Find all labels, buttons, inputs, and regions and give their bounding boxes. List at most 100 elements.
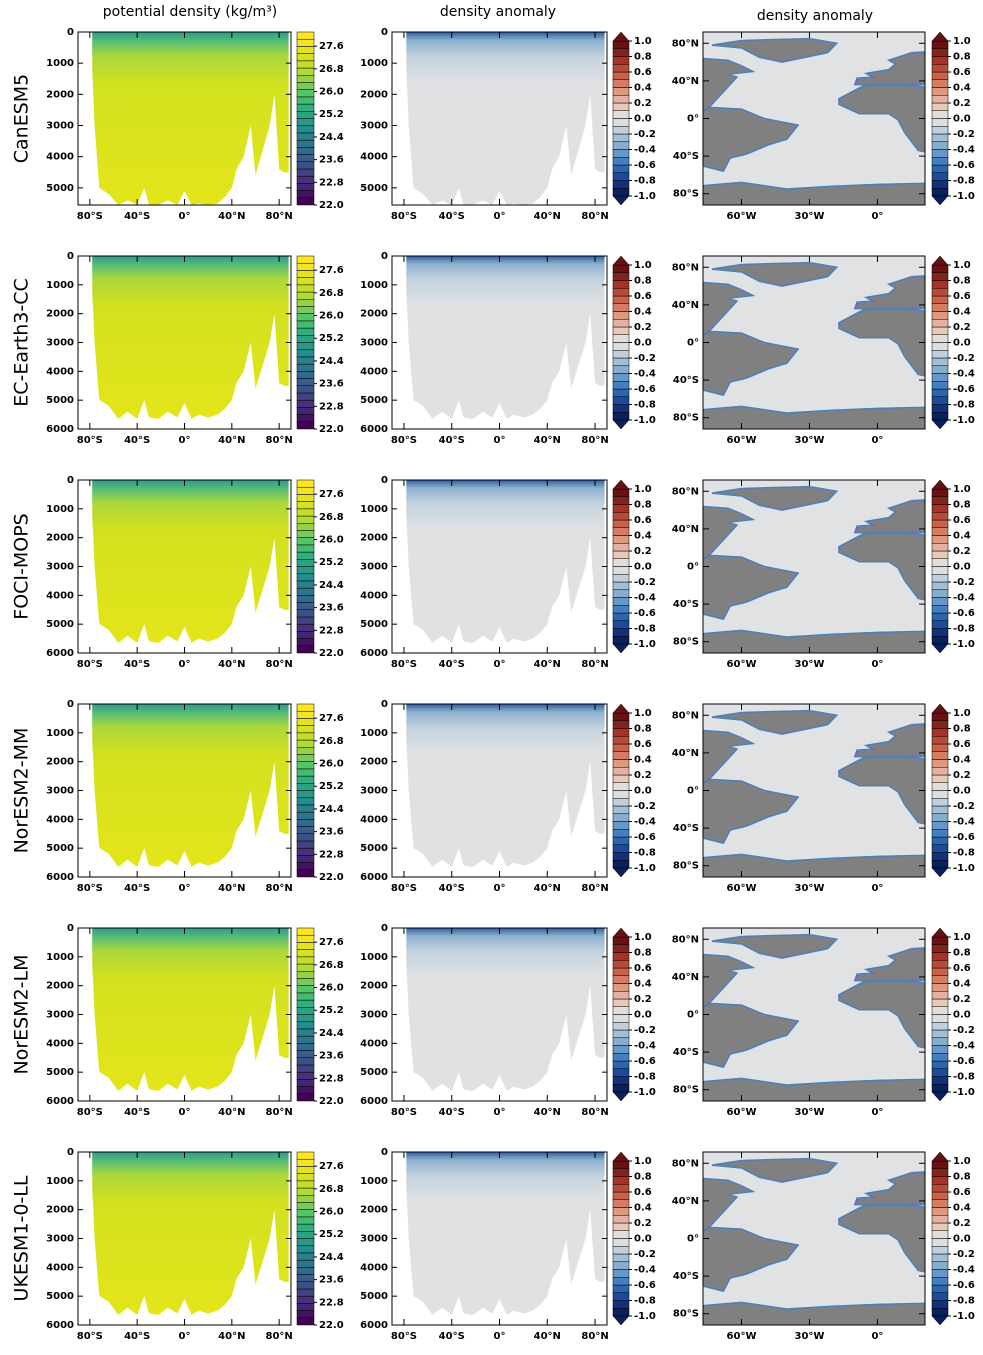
colorbar-label: 25.2 bbox=[319, 781, 344, 792]
x-tick-label: 40°N bbox=[218, 435, 245, 446]
colorbar-label: 0.4 bbox=[953, 83, 971, 94]
colorbar-cell bbox=[296, 725, 315, 734]
colorbar-cell bbox=[612, 102, 630, 111]
colorbar-label: 0.6 bbox=[634, 291, 652, 302]
y-tick-label: 6000 bbox=[46, 1096, 74, 1107]
colorbar-label: 24.4 bbox=[319, 356, 344, 367]
x-tick-label: 40°N bbox=[534, 435, 561, 446]
colorbar-cell bbox=[296, 53, 315, 62]
colorbar-label: -0.4 bbox=[634, 817, 656, 828]
colorbar-cell bbox=[296, 840, 315, 849]
colorbar-label: -1.0 bbox=[634, 1087, 656, 1098]
colorbar-cell bbox=[612, 1029, 630, 1038]
colorbar-cell bbox=[612, 1277, 630, 1286]
x-tick-label: 80°S bbox=[77, 211, 103, 222]
colorbar-cell bbox=[612, 357, 630, 366]
colorbar-cell bbox=[296, 1274, 315, 1282]
field bbox=[92, 256, 289, 419]
colorbar-cell bbox=[931, 1284, 949, 1293]
colorbar-cell bbox=[931, 751, 949, 760]
colorbar-label: 0.4 bbox=[634, 307, 652, 318]
y-tick-label: 0 bbox=[67, 1147, 74, 1158]
colorbar-cell bbox=[612, 512, 630, 521]
colorbar-label: 1.0 bbox=[953, 484, 971, 495]
x-tick-label: 30°W bbox=[794, 659, 824, 670]
colorbar-label: -0.8 bbox=[634, 1296, 656, 1307]
colorbar-cell bbox=[296, 1028, 315, 1037]
colorbar-end bbox=[931, 255, 949, 266]
colorbar-cell bbox=[296, 75, 315, 83]
colorbar-label: -0.4 bbox=[953, 145, 975, 156]
x-tick-label: 40°S bbox=[124, 659, 150, 670]
x-tick-label: 0° bbox=[494, 659, 506, 670]
colorbar-cell bbox=[931, 1269, 949, 1278]
colorbar-cell bbox=[296, 1267, 315, 1275]
colorbar-label: -0.8 bbox=[634, 176, 656, 187]
colorbar-cell bbox=[931, 1037, 949, 1046]
colorbar-label: -0.4 bbox=[953, 1041, 975, 1052]
colorbar-label: -0.8 bbox=[634, 624, 656, 635]
colorbar-label: -0.4 bbox=[634, 593, 656, 604]
land bbox=[703, 505, 756, 560]
colorbar-label: 0.0 bbox=[953, 338, 971, 349]
colorbar-cell bbox=[296, 82, 315, 90]
field bbox=[406, 928, 605, 1091]
colorbar-cell bbox=[931, 95, 949, 104]
colorbar-cell bbox=[931, 365, 949, 374]
row-label: NorESM2-MM bbox=[11, 728, 33, 854]
colorbar-cell bbox=[612, 860, 630, 869]
x-tick-label: 80°N bbox=[581, 659, 608, 670]
colorbar-cell bbox=[931, 79, 949, 88]
field bbox=[92, 928, 289, 1091]
colorbar-label: -0.8 bbox=[953, 624, 975, 635]
land bbox=[703, 853, 925, 877]
colorbar-cell bbox=[296, 1057, 315, 1066]
colorbar-cell bbox=[931, 180, 949, 189]
colorbar-cell bbox=[931, 975, 949, 984]
colorbar-cell bbox=[612, 311, 630, 320]
colorbar-cell bbox=[296, 262, 315, 271]
colorbar-cell bbox=[296, 392, 315, 401]
colorbar-cell bbox=[612, 1253, 630, 1262]
colorbar-cell bbox=[612, 133, 630, 142]
colorbar-cell bbox=[612, 813, 630, 822]
colorbar-label: 26.8 bbox=[319, 512, 344, 523]
y-tick-label: 4000 bbox=[360, 1038, 388, 1049]
colorbar-cell bbox=[296, 197, 315, 206]
y-tick-label: 2000 bbox=[46, 309, 74, 320]
land bbox=[703, 953, 756, 1008]
colorbar-end bbox=[612, 419, 630, 430]
colorbar-cell bbox=[931, 728, 949, 737]
colorbar-cell bbox=[931, 1060, 949, 1069]
x-tick-label: 40°S bbox=[439, 211, 465, 222]
colorbar-label: -1.0 bbox=[953, 191, 975, 202]
colorbar-cell bbox=[296, 1223, 315, 1232]
colorbar-cell bbox=[931, 87, 949, 96]
colorbar-cell bbox=[296, 320, 315, 329]
colorbar-label: -0.2 bbox=[634, 1249, 656, 1260]
x-tick-label: 0° bbox=[494, 1331, 506, 1342]
colorbar-end bbox=[612, 479, 630, 490]
y-tick-label: 0 bbox=[381, 475, 388, 486]
colorbar-label: 0.2 bbox=[634, 546, 652, 557]
y-tick-label: 1000 bbox=[46, 952, 74, 963]
x-tick-label: 80°S bbox=[391, 883, 417, 894]
colorbar-cell bbox=[612, 751, 630, 760]
colorbar-cell bbox=[296, 515, 315, 524]
colorbar-cell bbox=[931, 1222, 949, 1231]
colorbar-cell bbox=[931, 566, 949, 575]
land bbox=[703, 330, 800, 397]
colorbar-label: 0.2 bbox=[953, 322, 971, 333]
land bbox=[711, 485, 839, 511]
x-tick-label: 0° bbox=[871, 211, 883, 222]
colorbar-cell bbox=[296, 103, 315, 112]
colorbar-cell bbox=[296, 826, 315, 835]
colorbar-end bbox=[931, 643, 949, 654]
land bbox=[703, 1177, 756, 1232]
colorbar-cell bbox=[612, 95, 630, 104]
colorbar-label: 0.0 bbox=[634, 338, 652, 349]
colorbar-cell bbox=[296, 1195, 315, 1203]
colorbar-cell bbox=[931, 1053, 949, 1062]
colorbar-label: 0.4 bbox=[634, 979, 652, 990]
y-tick-label: 6000 bbox=[46, 872, 74, 883]
